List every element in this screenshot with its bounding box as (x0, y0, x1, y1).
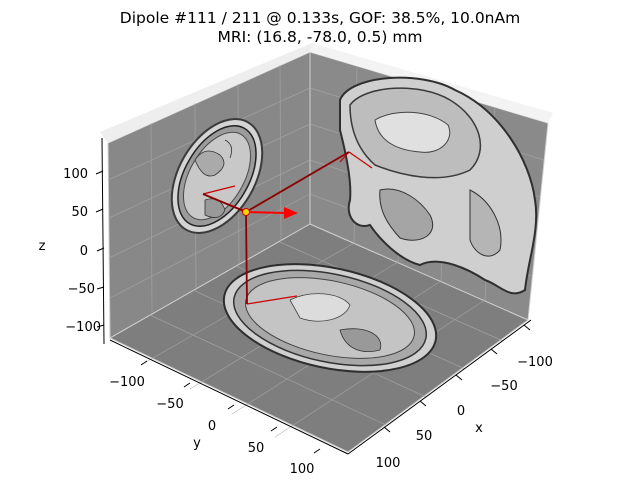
y-axis-ticks (140, 360, 321, 454)
dipole-arrow (245, 207, 298, 219)
y-tick-label: 50 (248, 441, 265, 456)
y-tick-label: 0 (208, 419, 216, 434)
axial-mri-slice (222, 263, 438, 373)
sagittal-mri-slice (339, 76, 538, 295)
x-tick-label: −100 (517, 355, 553, 370)
coronal-mri-slice (170, 118, 264, 234)
z-tick-label: 100 (63, 167, 88, 182)
pane-top-edge (100, 43, 312, 143)
axis-lines (101, 137, 532, 455)
z-tick-label: 0 (80, 244, 88, 259)
dipole-connector-lines (202, 151, 350, 305)
title-line-1: Dipole #111 / 211 @ 0.133s, GOF: 38.5%, … (119, 9, 521, 27)
dipole-marker (242, 208, 250, 216)
z-tick-label: −50 (68, 282, 95, 297)
title-line-2: MRI: (16.8, -78.0, 0.5) mm (217, 28, 423, 46)
x-tick-label: 50 (416, 429, 433, 444)
y-tick-label: 100 (290, 462, 315, 477)
y-tick-label: −100 (109, 375, 145, 390)
z-tick-label: −100 (65, 320, 101, 335)
chart-title: Dipole #111 / 211 @ 0.133s, GOF: 38.5%, … (0, 9, 640, 47)
y-axis-label: y (193, 436, 201, 451)
x-tick-label: −50 (490, 379, 517, 394)
x-axis-label: x (475, 421, 483, 436)
z-axis-ticks (95, 170, 105, 328)
x-tick-label: 0 (457, 404, 465, 419)
x-tick-label: 100 (376, 456, 401, 471)
x-axis-ticks (383, 324, 531, 433)
y-tick-label: −50 (156, 397, 183, 412)
z-axis-label: z (39, 239, 46, 254)
z-tick-label: 50 (71, 205, 88, 220)
